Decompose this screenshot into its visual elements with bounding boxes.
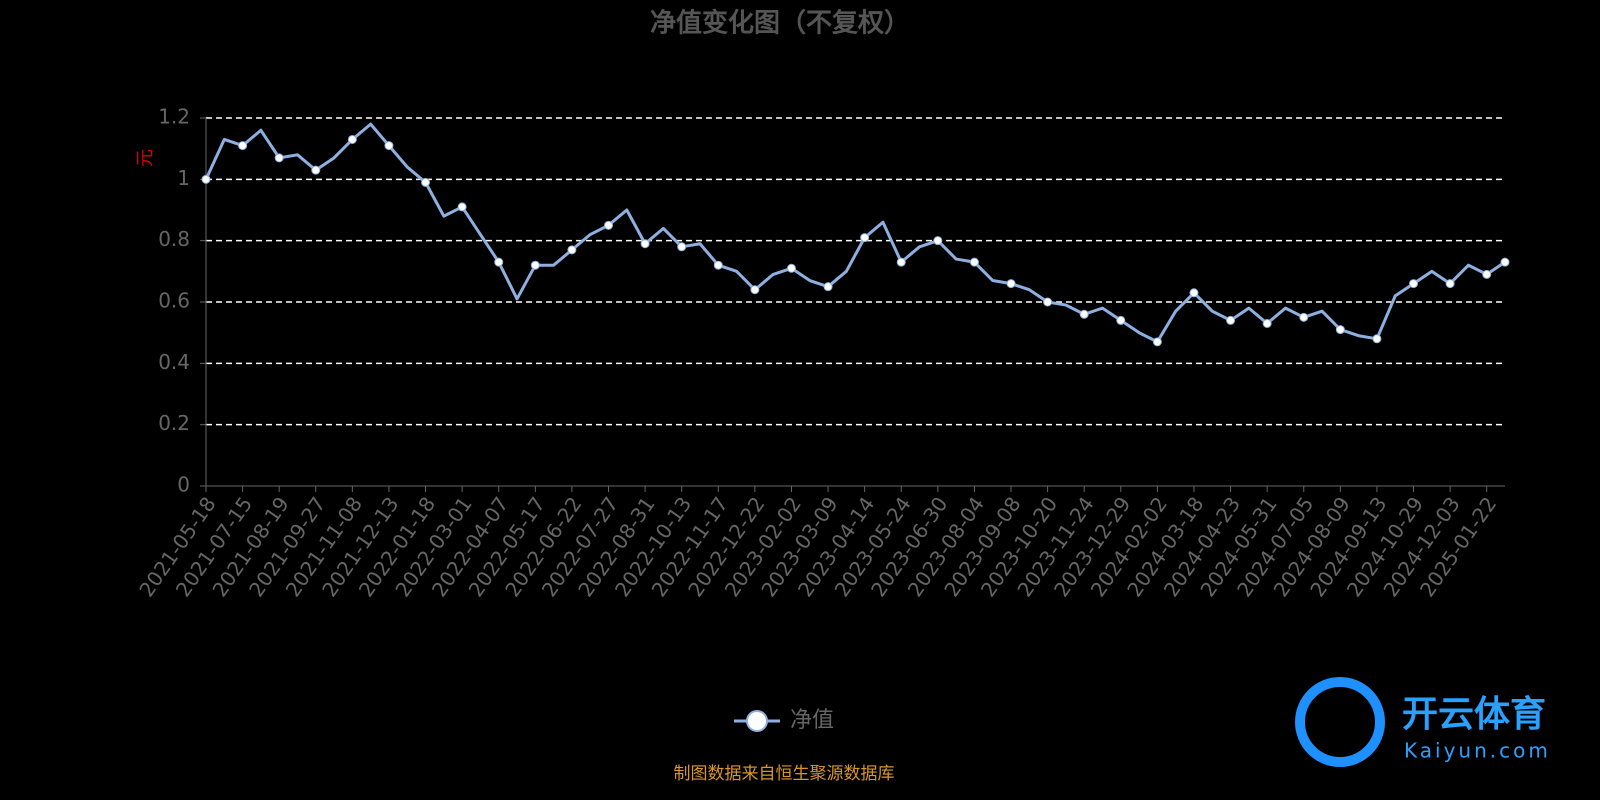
- watermark: 开云体育 Kaiyun.com: [1295, 677, 1551, 767]
- data-point: [457, 202, 467, 212]
- data-point: [274, 153, 284, 163]
- source-note: 制图数据来自恒生聚源数据库: [674, 764, 895, 784]
- data-point: [494, 257, 504, 267]
- data-point: [823, 282, 833, 292]
- y-tick-label: 0.2: [158, 411, 190, 435]
- y-axis-label: 元: [135, 149, 156, 167]
- y-tick-label: 1: [177, 166, 190, 190]
- data-point: [1079, 309, 1089, 319]
- data-point: [201, 174, 211, 184]
- data-point: [677, 242, 687, 252]
- data-point: [640, 239, 650, 249]
- data-point: [311, 165, 321, 175]
- data-point: [1500, 257, 1510, 267]
- legend-label: 净值: [790, 708, 834, 733]
- data-point: [1152, 337, 1162, 347]
- data-point: [530, 260, 540, 270]
- data-point: [1409, 279, 1419, 289]
- y-tick-label: 0: [177, 473, 190, 497]
- y-tick-label: 1.2: [158, 105, 190, 129]
- data-point: [713, 260, 723, 270]
- data-point: [1189, 288, 1199, 298]
- data-point: [1043, 297, 1053, 307]
- data-point: [1299, 312, 1309, 322]
- data-point: [969, 257, 979, 267]
- legend-marker: [746, 710, 768, 732]
- data-point: [860, 233, 870, 243]
- chart-title: 净值变化图（不复权）: [650, 8, 910, 39]
- data-point: [1262, 318, 1272, 328]
- data-point: [1482, 269, 1492, 279]
- data-point: [1372, 334, 1382, 344]
- y-tick-label: 0.8: [158, 227, 190, 251]
- data-point: [1006, 279, 1016, 289]
- data-point: [1335, 325, 1345, 335]
- y-tick-label: 0.6: [158, 289, 190, 313]
- data-point: [786, 263, 796, 273]
- y-tick-label: 0.4: [158, 350, 190, 374]
- data-point: [421, 177, 431, 187]
- data-point: [1445, 279, 1455, 289]
- watermark-name: 开云体育: [1402, 694, 1546, 735]
- logo: [1295, 677, 1385, 767]
- data-point: [347, 134, 357, 144]
- data-point: [567, 245, 577, 255]
- watermark-url: Kaiyun.com: [1404, 739, 1551, 763]
- data-point: [1116, 315, 1126, 325]
- data-point: [238, 141, 248, 151]
- data-point: [750, 285, 760, 295]
- data-point: [604, 220, 614, 230]
- data-point: [933, 236, 943, 246]
- data-point: [384, 141, 394, 151]
- data-point: [1226, 315, 1236, 325]
- data-point: [896, 257, 906, 267]
